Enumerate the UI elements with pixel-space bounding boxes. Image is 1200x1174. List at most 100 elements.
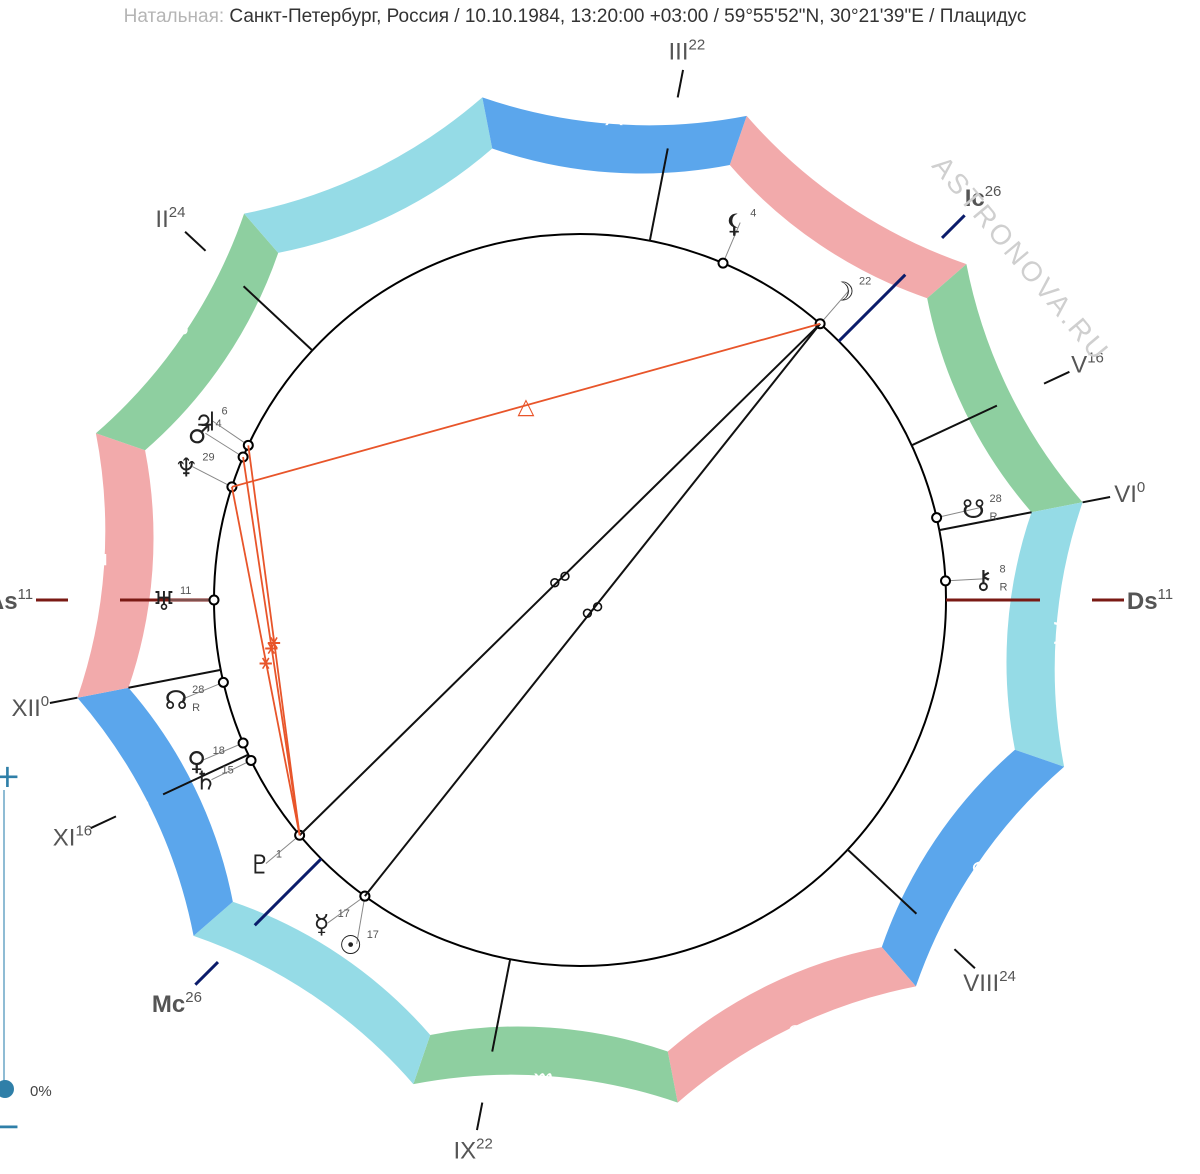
house-cusp-line-II [242, 285, 314, 352]
axis-label-Mc: Mc26 [152, 989, 202, 1018]
neptune-icon: ♆ [175, 454, 198, 484]
zodiac-sector-libra [193, 901, 431, 1085]
zodiac-sector-leo [667, 947, 916, 1103]
zoom-slider-track[interactable] [3, 790, 5, 1095]
axis-tick-Ic [940, 214, 966, 240]
zodiac-sector-pisces [482, 97, 747, 174]
zodiac-leo-icon: ♌ [780, 1020, 807, 1055]
planet-retro-north-node: R [192, 702, 200, 714]
lilith-icon: ⚸ [725, 210, 744, 240]
zodiac-aquarius-icon: ♒ [353, 146, 380, 181]
chart-type-label: Натальная: [123, 6, 225, 27]
planet-leader-saturn [211, 759, 252, 781]
planets: ☉ 17☿ 17♇ 1♄ 15♀ 18☊ 28R♅ 11♆ 29♂ 4♃ 6⚷ 8R☋ 28R☽ 22⚸ 4 [152, 208, 1007, 961]
axis-line-Mc [253, 857, 323, 927]
jupiter-icon: ♃ [194, 407, 217, 437]
house-label-IX: IX22 [453, 1136, 492, 1165]
house-cusp-tick-II [184, 230, 207, 252]
zodiac-capricorn-icon: ♑ [164, 311, 191, 346]
zodiac-taurus-icon: ♉ [1003, 370, 1030, 405]
house-label-II: II24 [155, 204, 185, 233]
zoom-out-button[interactable]: − [0, 1107, 21, 1145]
chart-header: Натальная: Санкт-Петербург, Россия / 10.… [0, 6, 1150, 28]
zodiac-aries-icon: ♈ [838, 180, 865, 215]
zodiac-ring: ♈ ♉ ♊ ♋ ♌ ♍ ♎ ♏ ♐ ♑ ♒ ♓ [77, 97, 1083, 1103]
aspect-lines: ☍☍⚹⚹⚹△ [231, 322, 821, 897]
house-label-VIII: VIII24 [963, 968, 1016, 997]
planet-leader-mars [205, 432, 244, 458]
zodiac-virgo-icon: ♍ [533, 1068, 560, 1103]
zodiac-sagittarius-icon: ♐ [82, 549, 109, 584]
moon-icon: ☽ [831, 278, 854, 308]
house-cusp-line-V [911, 404, 998, 447]
planet-marker-south-node [931, 512, 943, 524]
planet-leader-pluto [265, 834, 300, 864]
north-node-icon: ☊ [165, 686, 188, 716]
house-label-XI: XI16 [53, 823, 92, 852]
planet-leader-venus [202, 742, 244, 761]
house-cusp-tick-XI [90, 815, 117, 830]
planet-leader-jupiter [211, 419, 249, 446]
planet-leader-mercury [327, 895, 366, 924]
planet-marker-saturn [245, 754, 257, 766]
house-cusp-line-IX [491, 959, 512, 1052]
planet-degree-saturn: 15 [221, 765, 233, 777]
planet-leader-chiron [945, 578, 990, 582]
pluto-icon: ♇ [248, 851, 271, 881]
zodiac-libra-icon: ♎ [295, 986, 322, 1021]
planet-degree-mars: 4 [215, 418, 221, 430]
planet-degree-south-node: 28 [989, 493, 1001, 505]
zodiac-sector-taurus [927, 264, 1083, 513]
axis-label-As: As11 [0, 586, 33, 615]
aspect-sextile-icon: ⚹ [259, 650, 272, 675]
planet-marker-chiron [939, 575, 951, 587]
planet-degree-venus: 18 [213, 745, 225, 757]
planet-leader-lilith [722, 222, 741, 264]
planet-degree-neptune: 29 [202, 452, 214, 464]
zodiac-sector-virgo [413, 1026, 678, 1103]
zoom-in-button[interactable]: + [0, 757, 21, 795]
zodiac-sector-aries [729, 115, 967, 299]
planet-leader-south-node [936, 507, 980, 519]
planet-degree-pluto: 1 [276, 849, 282, 861]
aspect-line-sun-moon [364, 323, 821, 897]
aspect-line-pluto-jupiter [247, 445, 301, 836]
south-node-icon: ☋ [962, 495, 985, 525]
saturn-icon: ♄ [194, 767, 217, 797]
zodiac-sector-gemini [1006, 502, 1083, 767]
house-cusp-tick-IX [475, 1102, 484, 1131]
house-label-III: III22 [669, 36, 706, 65]
planet-retro-chiron: R [999, 582, 1007, 594]
aspect-opposition-icon: ☍ [581, 599, 603, 624]
planet-degree-north-node: 28 [192, 684, 204, 696]
inner-circle [213, 233, 947, 967]
planet-degree-moon: 22 [859, 276, 871, 288]
aspect-line-pluto-moon [298, 323, 821, 836]
chiron-icon: ⚷ [974, 566, 993, 596]
house-label-VI: VI0 [1114, 479, 1145, 508]
zodiac-sector-scorpio [77, 687, 233, 936]
zodiac-pisces-icon: ♓ [600, 98, 627, 133]
house-label-XII: XII0 [11, 693, 49, 722]
planet-marker-venus [237, 737, 249, 749]
planet-leader-neptune [192, 466, 233, 488]
house-cusp-tick-XII [49, 696, 78, 705]
axis-tick-Mc [194, 960, 220, 986]
planet-leader-sun [356, 896, 366, 944]
aspect-sextile-icon: ⚹ [267, 629, 280, 654]
sun-icon: ☉ [339, 931, 362, 961]
venus-icon: ♀ [187, 747, 206, 777]
uranus-icon: ♅ [152, 587, 175, 617]
aspect-line-pluto-mars [242, 456, 301, 836]
house-cusp-tick-V [1043, 370, 1070, 385]
house-cusp-line-XI [162, 753, 249, 796]
zoom-slider-handle[interactable] [0, 1080, 14, 1098]
house-cusp-line-VI [939, 511, 1032, 532]
chart-details: Санкт-Петербург, Россия / 10.10.1984, 13… [229, 6, 1027, 27]
mars-icon: ♂ [188, 420, 211, 450]
zodiac-sector-sagittarius [77, 433, 154, 698]
planet-retro-south-node: R [989, 511, 997, 523]
planet-degree-lilith: 4 [750, 208, 756, 220]
zodiac-sector-cancer [881, 749, 1065, 987]
